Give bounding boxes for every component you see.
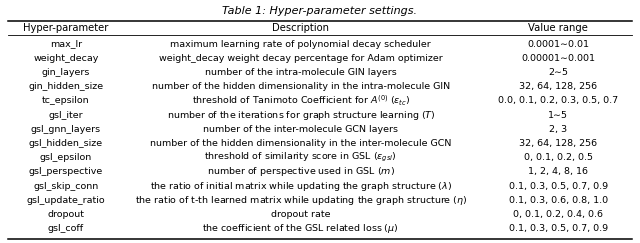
Text: gsl_skip_conn: gsl_skip_conn [33,182,99,191]
Text: 0.0, 0.1, 0.2, 0.3, 0.5, 0.7: 0.0, 0.1, 0.2, 0.3, 0.5, 0.7 [498,96,618,105]
Text: gsl_coff: gsl_coff [48,224,84,233]
Text: threshold of similarity score in GSL ($\epsilon_{gsl}$): threshold of similarity score in GSL ($\… [204,151,397,164]
Text: number of the hidden dimensionality in the intra-molecule GIN: number of the hidden dimensionality in t… [152,82,450,91]
Text: 0.1, 0.3, 0.5, 0.7, 0.9: 0.1, 0.3, 0.5, 0.7, 0.9 [509,182,607,191]
Text: Hyper-parameter: Hyper-parameter [23,23,109,33]
Text: threshold of Tanimoto Coefficient for $A^{(0)}$ ($\epsilon_{tc}$): threshold of Tanimoto Coefficient for $A… [191,94,410,108]
Text: the ratio of initial matrix while updating the graph structure ($\lambda$): the ratio of initial matrix while updati… [150,180,452,193]
Text: maximum learning rate of polynomial decay scheduler: maximum learning rate of polynomial deca… [170,40,431,49]
Text: weight_decay weight decay percentage for Adam optimizer: weight_decay weight decay percentage for… [159,54,443,63]
Text: 0.1, 0.3, 0.6, 0.8, 1.0: 0.1, 0.3, 0.6, 0.8, 1.0 [509,196,607,205]
Text: 32, 64, 128, 256: 32, 64, 128, 256 [519,82,597,91]
Text: weight_decay: weight_decay [33,54,99,63]
Text: 1∼5: 1∼5 [548,111,568,120]
Text: dropout rate: dropout rate [271,210,330,219]
Text: Value range: Value range [528,23,588,33]
Text: number of perspective used in GSL ($m$): number of perspective used in GSL ($m$) [207,165,395,178]
Text: gin_layers: gin_layers [42,68,90,77]
Text: number of the intra-molecule GIN layers: number of the intra-molecule GIN layers [205,68,397,77]
Text: tc_epsilon: tc_epsilon [42,96,90,105]
Text: gin_hidden_size: gin_hidden_size [28,82,104,91]
Text: gsl_update_ratio: gsl_update_ratio [27,196,105,205]
Text: Table 1: Hyper-parameter settings.: Table 1: Hyper-parameter settings. [223,6,417,16]
Text: 2, 3: 2, 3 [549,125,567,134]
Text: dropout: dropout [47,210,84,219]
Text: number of the iterations for graph structure learning ($T$): number of the iterations for graph struc… [166,109,435,122]
Text: Description: Description [272,23,330,33]
Text: 32, 64, 128, 256: 32, 64, 128, 256 [519,139,597,148]
Text: gsl_iter: gsl_iter [49,111,83,120]
Text: max_lr: max_lr [50,40,82,49]
Text: 0, 0.1, 0.2, 0.4, 0.6: 0, 0.1, 0.2, 0.4, 0.6 [513,210,603,219]
Text: gsl_hidden_size: gsl_hidden_size [29,139,103,148]
Text: the coefficient of the GSL related loss ($\mu$): the coefficient of the GSL related loss … [202,222,399,235]
Text: number of the hidden dimensionality in the inter-molecule GCN: number of the hidden dimensionality in t… [150,139,451,148]
Text: gsl_perspective: gsl_perspective [29,167,103,176]
Text: 0, 0.1, 0.2, 0.5: 0, 0.1, 0.2, 0.5 [524,153,593,162]
Text: 1, 2, 4, 8, 16: 1, 2, 4, 8, 16 [528,167,588,176]
Text: gsl_gnn_layers: gsl_gnn_layers [31,125,101,134]
Text: 0.1, 0.3, 0.5, 0.7, 0.9: 0.1, 0.3, 0.5, 0.7, 0.9 [509,224,607,233]
Text: the ratio of t-th learned matrix while updating the graph structure ($\eta$): the ratio of t-th learned matrix while u… [134,194,467,207]
Text: gsl_epsilon: gsl_epsilon [40,153,92,162]
Text: 0.0001∼0.01: 0.0001∼0.01 [527,40,589,49]
Text: 0.00001∼0.001: 0.00001∼0.001 [521,54,595,63]
Text: number of the inter-molecule GCN layers: number of the inter-molecule GCN layers [204,125,398,134]
Text: 2∼5: 2∼5 [548,68,568,77]
